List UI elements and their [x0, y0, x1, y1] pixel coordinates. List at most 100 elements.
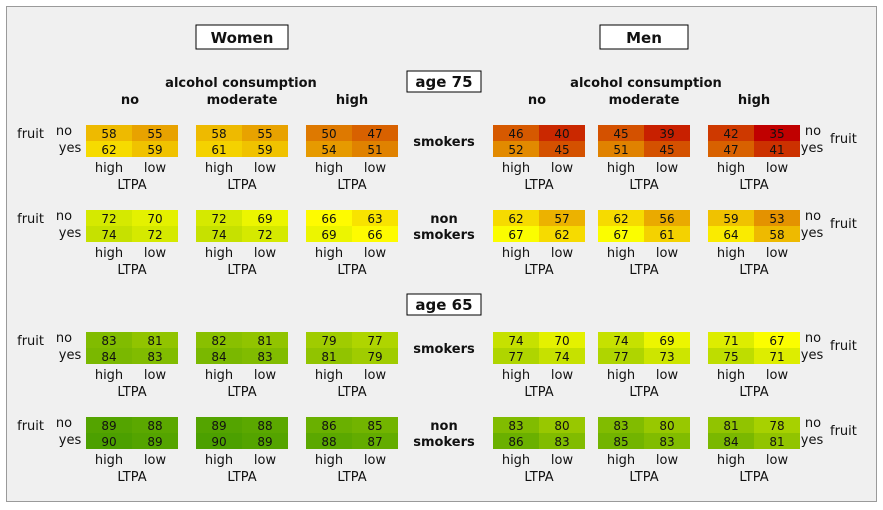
heat-cell	[754, 125, 800, 141]
heat-cell	[708, 332, 754, 348]
ltpa-level-high: high	[315, 246, 343, 261]
heat-cell-value: 51	[613, 143, 628, 157]
heat-cell	[352, 125, 398, 141]
heat-cell-value: 89	[147, 435, 162, 449]
row1-smoking-label: smokers	[413, 135, 475, 150]
ltpa-level-low: low	[144, 453, 167, 468]
ltpa-axis-label: LTPA	[117, 470, 146, 485]
heat-cell	[754, 210, 800, 226]
ltpa-level-low: low	[144, 368, 167, 383]
heat-cell	[86, 348, 132, 364]
heat-cell	[598, 226, 644, 242]
heat-cell-value: 35	[769, 127, 784, 141]
ltpa-axis-label: LTPA	[629, 470, 658, 485]
ltpa-level-low: low	[254, 246, 277, 261]
heat-cell-value: 89	[211, 419, 226, 433]
heat-cell	[132, 125, 178, 141]
age-75-box	[406, 70, 482, 93]
heat-cell-value: 55	[257, 127, 272, 141]
heat-cell-value: 80	[554, 419, 569, 433]
ltpa-level-low: low	[551, 453, 574, 468]
heat-cell-value: 45	[613, 127, 628, 141]
heat-cell	[644, 332, 690, 348]
row3-smoking-label: smokers	[413, 342, 475, 357]
women-alcohol-high: high	[336, 93, 368, 108]
heat-cell-value: 80	[659, 419, 674, 433]
heat-cell	[132, 348, 178, 364]
fruit-level-no-right: no	[805, 209, 821, 224]
heat-cell	[754, 332, 800, 348]
heat-cell-value: 59	[257, 143, 272, 157]
ltpa-axis-label: LTPA	[739, 263, 768, 278]
ltpa-level-high: high	[607, 368, 635, 383]
heat-cell	[644, 226, 690, 242]
heat-cell	[708, 141, 754, 157]
fruit-level-no-left: no	[56, 416, 72, 431]
heat-cell-value: 72	[147, 228, 162, 242]
heat-cell-value: 78	[769, 419, 784, 433]
heat-cell-value: 84	[101, 350, 116, 364]
fruit-axis-label-left: fruit	[17, 334, 44, 349]
heat-cell	[708, 226, 754, 242]
fruit-level-no-left: no	[56, 124, 72, 139]
ltpa-level-high: high	[95, 453, 123, 468]
heat-cell-value: 62	[613, 212, 628, 226]
heat-cell	[754, 141, 800, 157]
heat-cell-value: 42	[723, 127, 738, 141]
ltpa-level-high: high	[205, 453, 233, 468]
ltpa-level-low: low	[144, 161, 167, 176]
ltpa-level-low: low	[144, 246, 167, 261]
ltpa-axis-label: LTPA	[227, 470, 256, 485]
heat-cell	[539, 332, 585, 348]
ltpa-level-high: high	[95, 161, 123, 176]
heat-cell	[352, 417, 398, 433]
heat-cell	[306, 417, 352, 433]
ltpa-level-high: high	[502, 161, 530, 176]
heat-cell-value: 61	[659, 228, 674, 242]
heat-cell-value: 83	[508, 419, 523, 433]
heat-cell-value: 69	[321, 228, 336, 242]
heat-cell	[754, 433, 800, 449]
heat-cell-value: 88	[147, 419, 162, 433]
heat-cell	[196, 226, 242, 242]
ltpa-level-high: high	[717, 453, 745, 468]
heat-cell	[196, 125, 242, 141]
heat-cell-value: 86	[508, 435, 523, 449]
heat-cell-value: 83	[659, 435, 674, 449]
ltpa-axis-label: LTPA	[227, 178, 256, 193]
heat-cell-value: 59	[147, 143, 162, 157]
ltpa-axis-label: LTPA	[524, 178, 553, 193]
fruit-level-yes-left: yes	[59, 141, 82, 156]
heat-cell	[132, 141, 178, 157]
ltpa-level-high: high	[502, 453, 530, 468]
heat-cell-value: 41	[769, 143, 784, 157]
ltpa-axis-label: LTPA	[337, 385, 366, 400]
ltpa-level-low: low	[656, 161, 679, 176]
heat-cell	[708, 433, 754, 449]
heat-cell	[644, 125, 690, 141]
heat-cell	[644, 417, 690, 433]
ltpa-level-high: high	[607, 246, 635, 261]
heat-cell	[306, 141, 352, 157]
fruit-axis-label-right: fruit	[830, 339, 857, 354]
heat-cell	[708, 348, 754, 364]
heat-cell-value: 45	[659, 143, 674, 157]
ltpa-level-high: high	[717, 161, 745, 176]
women-alcohol-moderate: moderate	[207, 93, 278, 108]
heat-cell-value: 57	[554, 212, 569, 226]
fruit-level-no-left: no	[56, 209, 72, 224]
heat-cell	[493, 125, 539, 141]
heat-cell	[306, 125, 352, 141]
heat-cell-value: 53	[769, 212, 784, 226]
heat-cell-value: 73	[659, 350, 674, 364]
heat-cell-value: 59	[723, 212, 738, 226]
heat-cell	[493, 332, 539, 348]
age-65-box	[406, 293, 482, 316]
heat-cell	[86, 226, 132, 242]
heat-cell	[754, 348, 800, 364]
ltpa-level-high: high	[315, 453, 343, 468]
ltpa-level-high: high	[205, 246, 233, 261]
heat-cell	[708, 125, 754, 141]
heat-cell-value: 58	[769, 228, 784, 242]
ltpa-level-low: low	[551, 368, 574, 383]
